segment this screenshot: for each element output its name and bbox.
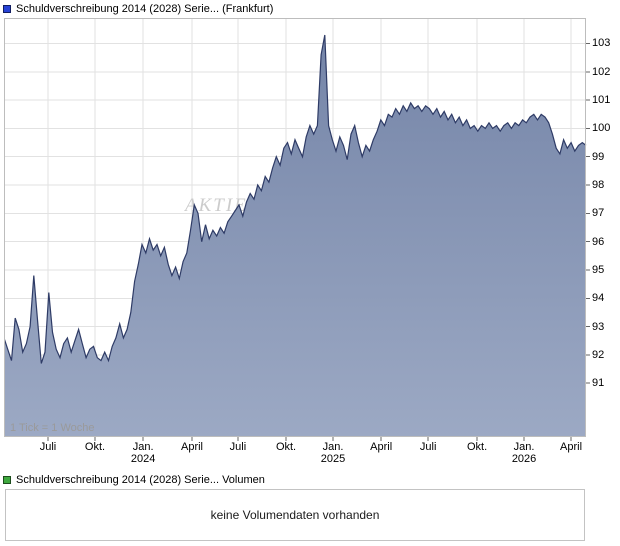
volume-series-legend: Schuldverschreibung 2014 (2028) Serie...… [3,474,265,486]
y-axis-label: 93 [592,320,605,333]
x-axis-label: April [560,441,583,453]
y-axis-label: 92 [592,348,605,361]
x-axis-label: Juli [229,441,247,453]
y-axis-label: 95 [592,263,605,276]
chart-plot: AKTIEN 1 Tick = 1 Woche [4,18,590,441]
y-axis-label: 99 [592,150,605,163]
volume-series-label: Schuldverschreibung 2014 (2028) Serie...… [16,474,265,486]
y-axis-label: 100 [592,122,611,135]
x-axis-label: Jan. 2026 [511,441,537,465]
price-line [4,34,587,364]
x-axis-label: Jan. 2025 [320,441,346,465]
tick-note: 1 Tick = 1 Woche [10,422,95,434]
price-series-label: Schuldverschreibung 2014 (2028) Serie...… [16,3,274,15]
price-area [4,35,586,437]
y-axis-label: 97 [592,207,605,220]
x-axis-label: Jan. 2024 [130,441,156,465]
x-axis-label: Juli [39,441,57,453]
y-axis-label: 98 [592,179,605,192]
price-series-marker [3,5,11,13]
x-axis-label: Okt. [84,441,106,453]
chart-canvas: AKTIEN [4,18,590,441]
volume-series-marker [3,476,11,484]
y-axis-label: 101 [592,94,611,107]
x-axis-label: April [370,441,393,453]
volume-message: keine Volumendaten vorhanden [210,508,380,522]
y-axis-label: 103 [592,37,611,50]
y-axis-label: 91 [592,377,605,390]
volume-panel: keine Volumendaten vorhanden [5,489,585,541]
y-axis-label: 96 [592,235,605,248]
price-series-legend: Schuldverschreibung 2014 (2028) Serie...… [3,3,273,15]
y-axis-label: 102 [592,65,611,78]
x-axis-label: Okt. [275,441,297,453]
y-axis-label: 94 [592,292,605,305]
x-axis-label: Okt. [466,441,488,453]
x-axis-label: Juli [419,441,437,453]
x-axis-label: April [181,441,204,453]
